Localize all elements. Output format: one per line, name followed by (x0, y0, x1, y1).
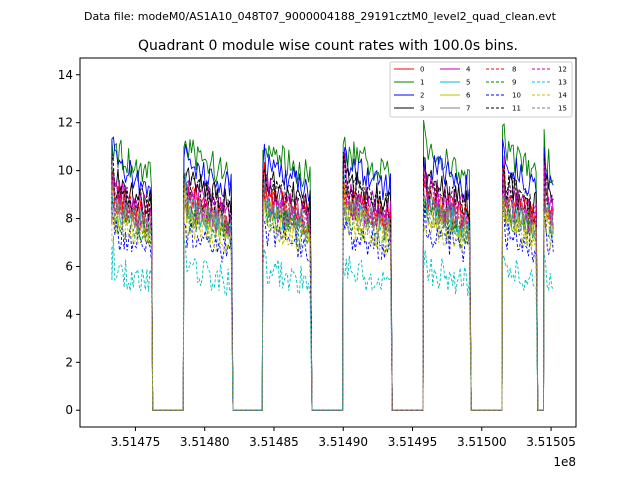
series-line-15 (111, 176, 554, 411)
x-tick-label: 3.51490 (318, 435, 368, 449)
y-tick-label: 12 (58, 116, 73, 130)
legend-label-7: 7 (466, 105, 470, 113)
series-line-7 (111, 164, 554, 411)
chart-title: Quadrant 0 module wise count rates with … (138, 38, 518, 54)
series-line-4 (111, 152, 554, 411)
y-tick-label: 2 (65, 355, 73, 369)
series-line-11 (111, 151, 554, 411)
series-line-5 (111, 169, 554, 411)
chart-suptitle: Data file: modeM0/AS1A10_048T07_90000041… (84, 10, 557, 23)
legend-label-6: 6 (466, 92, 471, 100)
series-line-14 (111, 181, 554, 411)
x-tick-label: 3.51495 (388, 435, 438, 449)
y-axis: 0 2 4 6 8 10 12 14 (58, 68, 80, 417)
plot-lines (111, 119, 554, 411)
plot-frame (79, 57, 577, 428)
series-line-6 (111, 173, 554, 411)
x-tick-label: 3.51480 (180, 435, 230, 449)
series-line-0 (111, 161, 554, 411)
series-line-8 (111, 166, 554, 411)
x-tick-label: 3.51475 (111, 435, 161, 449)
y-tick-label: 6 (65, 259, 73, 273)
legend-label-12: 12 (558, 66, 567, 74)
legend-label-3: 3 (420, 105, 424, 113)
legend-label-0: 0 (420, 66, 424, 74)
legend-label-9: 9 (512, 79, 516, 87)
series-line-9 (111, 180, 554, 411)
series-line-13 (111, 235, 554, 411)
legend-label-11: 11 (512, 105, 521, 113)
legend-label-4: 4 (466, 66, 471, 74)
y-tick-label: 0 (65, 403, 73, 417)
legend-label-10: 10 (512, 92, 521, 100)
x-tick-label: 3.51505 (526, 435, 576, 449)
legend-label-8: 8 (512, 66, 516, 74)
legend-label-14: 14 (558, 92, 567, 100)
legend-label-5: 5 (466, 79, 470, 87)
x-tick-label: 3.51485 (249, 435, 299, 449)
y-tick-label: 10 (58, 164, 73, 178)
series-line-1 (111, 119, 554, 411)
legend-label-2: 2 (420, 92, 424, 100)
x-offset-label: 1e8 (553, 455, 576, 469)
series-line-12 (111, 163, 554, 411)
series-line-10 (111, 201, 554, 411)
series-line-3 (111, 152, 554, 411)
x-tick-label: 3.51500 (457, 435, 507, 449)
legend-label-15: 15 (558, 105, 567, 113)
legend-label-1: 1 (420, 79, 424, 87)
x-axis: 3.51475 3.51480 3.51485 3.51490 3.51495 3.515… (111, 427, 576, 449)
series-line-2 (111, 136, 554, 411)
y-tick-label: 4 (65, 307, 73, 321)
legend-label-13: 13 (558, 79, 567, 87)
y-tick-label: 14 (58, 68, 73, 82)
y-tick-label: 8 (65, 212, 73, 226)
legend-box (389, 61, 573, 118)
